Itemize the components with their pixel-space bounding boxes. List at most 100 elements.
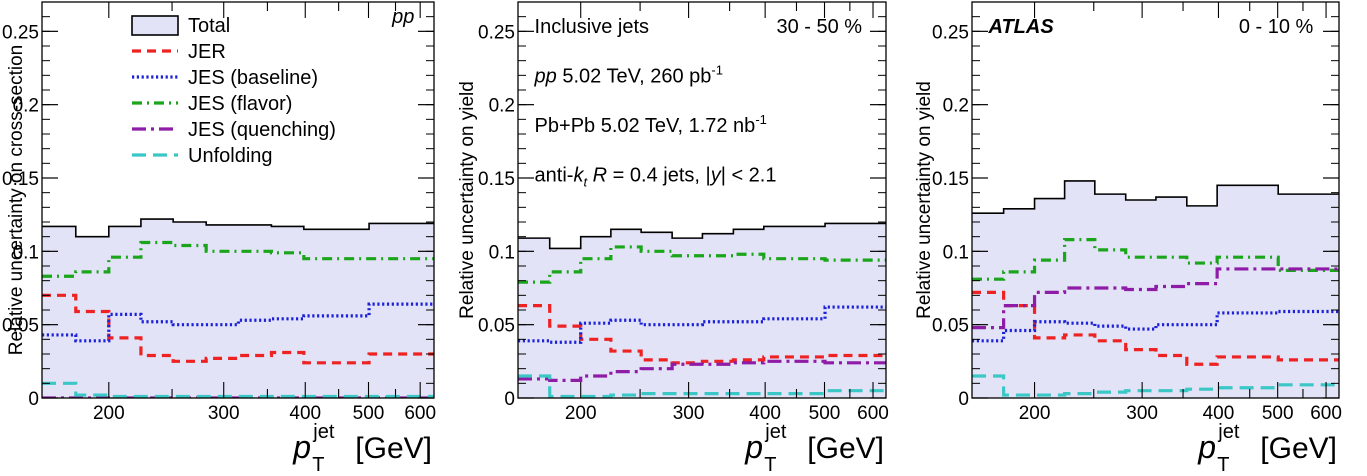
series-jer [518, 304, 886, 365]
x-tick-label: 200 [565, 403, 597, 424]
svg-text:p: p [744, 429, 763, 465]
svg-text:jet: jet [764, 421, 787, 443]
svg-text:jet: jet [1217, 421, 1240, 443]
y-tick-label: 0.15 [932, 169, 969, 190]
series-jes-quench [972, 267, 1339, 330]
y-axis-label: Relative uncertainty on cross-section [6, 45, 27, 355]
x-tick-label: 600 [857, 403, 889, 424]
svg-text:[GeV]: [GeV] [355, 432, 432, 465]
plot-area [42, 218, 434, 398]
annotation-2: 0 - 10 % [1239, 16, 1314, 38]
y-tick-label: 0.2 [13, 96, 39, 117]
x-axis: 200 300 400 500 600 [565, 2, 889, 424]
y-tick-label: 0 [504, 389, 515, 410]
series-unfolding [972, 374, 1339, 397]
svg-text:T: T [1217, 454, 1229, 476]
x-axis: 200 300 400 500 600 [1019, 2, 1342, 424]
series-total [972, 180, 1339, 214]
axes-frame [971, 1, 1340, 399]
annotation-3: pp 5.02 TeV, 260 pb-1 [534, 62, 723, 87]
x-tick-label: 500 [1262, 403, 1294, 424]
y-tick-label: 0.05 [478, 316, 515, 337]
x-tick-label: 400 [749, 403, 781, 424]
legend-entry-total: Total [131, 15, 230, 37]
x-tick-label: 400 [1203, 403, 1235, 424]
svg-text:[GeV]: [GeV] [1260, 432, 1337, 465]
series-total [518, 222, 886, 250]
y-tick-label: 0 [28, 389, 39, 410]
svg-text:JES (flavor): JES (flavor) [188, 93, 292, 115]
y-axis: 0 0.05 0.1 0.15 0.2 0.25 [932, 1, 1339, 410]
x-axis: 200 300 400 500 600 [93, 2, 436, 424]
y-tick-label: 0.2 [943, 96, 969, 117]
x-tick-label: 500 [353, 403, 385, 424]
x-tick-label: 600 [1310, 403, 1342, 424]
svg-text:JER: JER [188, 41, 226, 63]
x-axis-label: [GeV] p jet T [292, 421, 432, 476]
series-total [42, 218, 434, 238]
y-tick-label: 0.2 [489, 96, 515, 117]
svg-text:p: p [292, 429, 311, 465]
annotation-2: 30 - 50 % [776, 16, 862, 38]
x-tick-label: 300 [1126, 403, 1158, 424]
y-tick-label: 0.05 [932, 316, 969, 337]
panel-1: 0 0.05 0.1 0.15 0.2 0.25 200 300 400 500 600 Relati… [2, 1, 436, 476]
legend: Total JER JES (baseline) JES (flavor) JES (q… [131, 15, 336, 167]
svg-text:Total: Total [188, 15, 230, 37]
series-jes-flavor [972, 238, 1339, 281]
y-axis-label: Relative uncertainty on yield [457, 81, 478, 319]
svg-text:JES (quenching): JES (quenching) [188, 119, 336, 141]
svg-text:p: p [1197, 429, 1216, 465]
x-tick-label: 600 [404, 403, 436, 424]
total-fill [518, 223, 886, 398]
x-tick-label: 400 [289, 403, 321, 424]
legend-entry-jer: JER [132, 41, 226, 63]
svg-text:jet: jet [312, 421, 335, 443]
annotation-4: Pb+Pb 5.02 TeV, 1.72 nb-1 [535, 112, 767, 137]
series-jes-base [42, 302, 434, 343]
y-tick-label: 0.1 [943, 242, 969, 263]
svg-text:T: T [764, 454, 776, 476]
legend-entry-unfolding: Unfolding [132, 145, 273, 167]
y-tick-label: 0.25 [932, 22, 969, 43]
y-tick-label: 0.15 [478, 169, 515, 190]
annotation-1: pp [391, 6, 414, 28]
y-axis: 0 0.05 0.1 0.15 0.2 0.25 [2, 1, 434, 410]
series-jes-base [518, 305, 886, 344]
legend-entry-jes-flavor: JES (flavor) [132, 93, 292, 115]
plot-area [518, 222, 886, 398]
y-tick-label: 0.25 [478, 22, 515, 43]
panel-3: 0 0.05 0.1 0.15 0.2 0.25 200 300 400 500 600 Relati… [914, 1, 1342, 476]
plot-area [972, 180, 1339, 398]
series-jer [42, 293, 434, 365]
legend-entry-jes-base: JES (baseline) [132, 67, 318, 89]
y-tick-label: 0.05 [2, 316, 39, 337]
svg-text:Unfolding: Unfolding [188, 145, 273, 167]
annotation-5: anti-kt R = 0.4 jets, |y| < 2.1 [535, 164, 777, 189]
series-jes-base [972, 309, 1339, 343]
legend-entry-jes-quench: JES (quenching) [132, 119, 336, 141]
y-axis: 0 0.05 0.1 0.15 0.2 0.25 [478, 1, 886, 410]
svg-text:[GeV]: [GeV] [807, 432, 884, 465]
series-jes-quench [518, 359, 886, 382]
total-fill [42, 219, 434, 398]
y-tick-label: 0.15 [2, 169, 39, 190]
series-unfolding [42, 381, 434, 398]
x-tick-label: 500 [809, 403, 841, 424]
series-jes-flavor [42, 240, 434, 278]
x-axis-label: [GeV] p jet T [744, 421, 884, 476]
y-tick-label: 0.1 [13, 242, 39, 263]
x-tick-label: 300 [208, 403, 240, 424]
y-tick-label: 0.1 [489, 242, 515, 263]
x-tick-label: 300 [673, 403, 705, 424]
panel-2: 0 0.05 0.1 0.15 0.2 0.25 200 300 400 500 600 Relati… [457, 1, 889, 476]
axes-frame [41, 1, 435, 399]
svg-text:T: T [312, 454, 324, 476]
x-tick-label: 200 [93, 403, 125, 424]
y-tick-label: 0 [958, 389, 969, 410]
x-axis-label: [GeV] p jet T [1197, 421, 1337, 476]
series-jer [972, 290, 1339, 366]
annotation-1: ATLAS [988, 16, 1055, 38]
series-jes-flavor [518, 245, 886, 284]
